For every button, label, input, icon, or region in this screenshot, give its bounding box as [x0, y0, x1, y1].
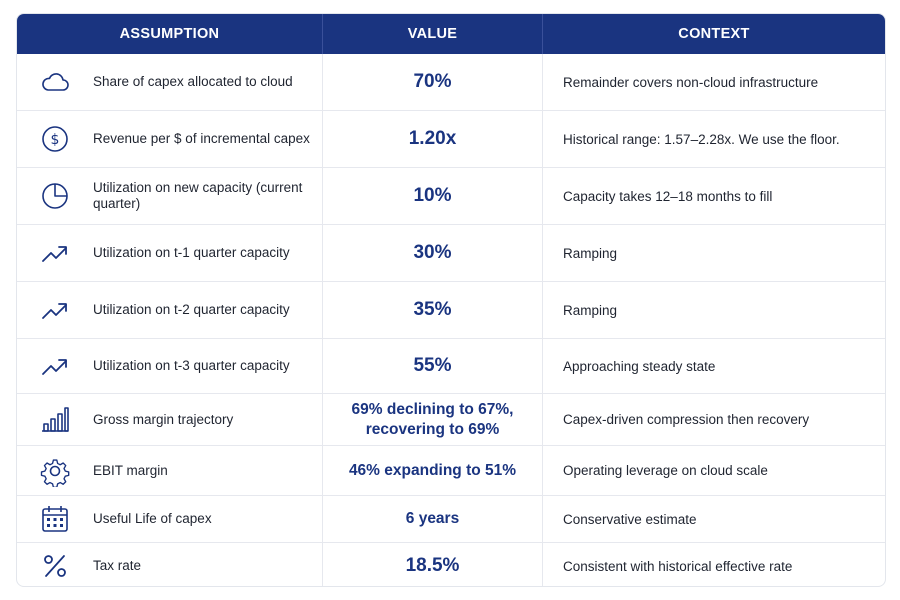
trending-up-icon [37, 348, 73, 384]
table-row: Utilization on t-3 quarter capacity 55% … [17, 339, 885, 394]
table-row: Tax rate 18.5% Consistent with historica… [17, 543, 885, 586]
assumption-value: 30% [413, 242, 452, 263]
table-header: ASSUMPTION VALUE CONTEXT [17, 14, 885, 54]
dollar-icon: $ [37, 121, 73, 157]
assumption-label: Utilization on new capacity (current qua… [93, 180, 303, 211]
assumption-context: Approaching steady state [563, 358, 716, 374]
assumption-label: EBIT margin [93, 462, 168, 478]
assumption-context: Operating leverage on cloud scale [563, 463, 768, 478]
assumption-value: 55% [413, 355, 452, 376]
table-row: Gross margin trajectory 69% declining to… [17, 394, 885, 446]
assumption-label: Revenue per $ of incremental capex [93, 131, 310, 146]
header-context: CONTEXT [678, 26, 750, 42]
table-row: EBIT margin 46% expanding to 51% Operati… [17, 446, 885, 496]
cloud-icon [37, 64, 73, 100]
table-row: Utilization on t-2 quarter capacity 35% … [17, 282, 885, 339]
pie-chart-icon [37, 178, 73, 214]
assumption-label: Tax rate [93, 558, 142, 573]
assumption-label: Utilization on t-1 quarter capacity [93, 245, 290, 260]
header-value: VALUE [323, 14, 543, 54]
assumption-label: Share of capex allocated to cloud [93, 74, 293, 89]
assumption-context: Remainder covers non-cloud infrastructur… [563, 74, 819, 90]
assumption-label: Utilization on t-3 quarter capacity [93, 358, 290, 373]
assumption-context: Historical range: 1.57–2.28x. We use the… [563, 131, 840, 147]
calendar-icon [37, 501, 73, 537]
assumption-label: Gross margin trajectory [93, 411, 234, 427]
table-row: Share of capex allocated to cloud 70% Re… [17, 54, 885, 111]
assumption-context: Capacity takes 12–18 months to fill [563, 188, 773, 204]
svg-text:$: $ [51, 132, 60, 148]
gear-icon [37, 453, 73, 489]
assumption-value: 18.5% [405, 555, 460, 576]
assumptions-table: ASSUMPTION VALUE CONTEXT Share of capex … [16, 13, 886, 587]
assumption-context: Conservative estimate [563, 511, 697, 527]
assumption-value: 70% [413, 71, 452, 92]
assumption-value: 10% [413, 185, 452, 206]
assumption-context: Ramping [563, 245, 618, 261]
table-row: Utilization on new capacity (current qua… [17, 168, 885, 225]
bar-chart-icon [37, 402, 73, 438]
percent-icon [37, 548, 73, 584]
assumption-value: 46% expanding to 51% [348, 461, 517, 479]
assumption-label: Useful Life of capex [93, 511, 212, 526]
table-row: Utilization on t-1 quarter capacity 30% … [17, 225, 885, 282]
assumption-value: 69% declining to 67%, recovering to 69% [351, 400, 514, 438]
assumption-value: 1.20x [408, 128, 457, 149]
trending-up-icon [37, 235, 73, 271]
assumption-value: 6 years [405, 510, 460, 527]
assumption-context: Ramping [563, 302, 618, 318]
table-row: $ Revenue per $ of incremental capex 1.2… [17, 111, 885, 168]
assumption-label: Utilization on t-2 quarter capacity [93, 302, 290, 317]
assumption-value: 35% [413, 299, 452, 320]
table-row: Useful Life of capex 6 years Conservativ… [17, 496, 885, 543]
header-assumption: ASSUMPTION [17, 14, 323, 54]
assumption-context: Consistent with historical effective rat… [563, 558, 793, 574]
trending-up-icon [37, 292, 73, 328]
assumption-context: Capex-driven compression then recovery [563, 412, 810, 427]
